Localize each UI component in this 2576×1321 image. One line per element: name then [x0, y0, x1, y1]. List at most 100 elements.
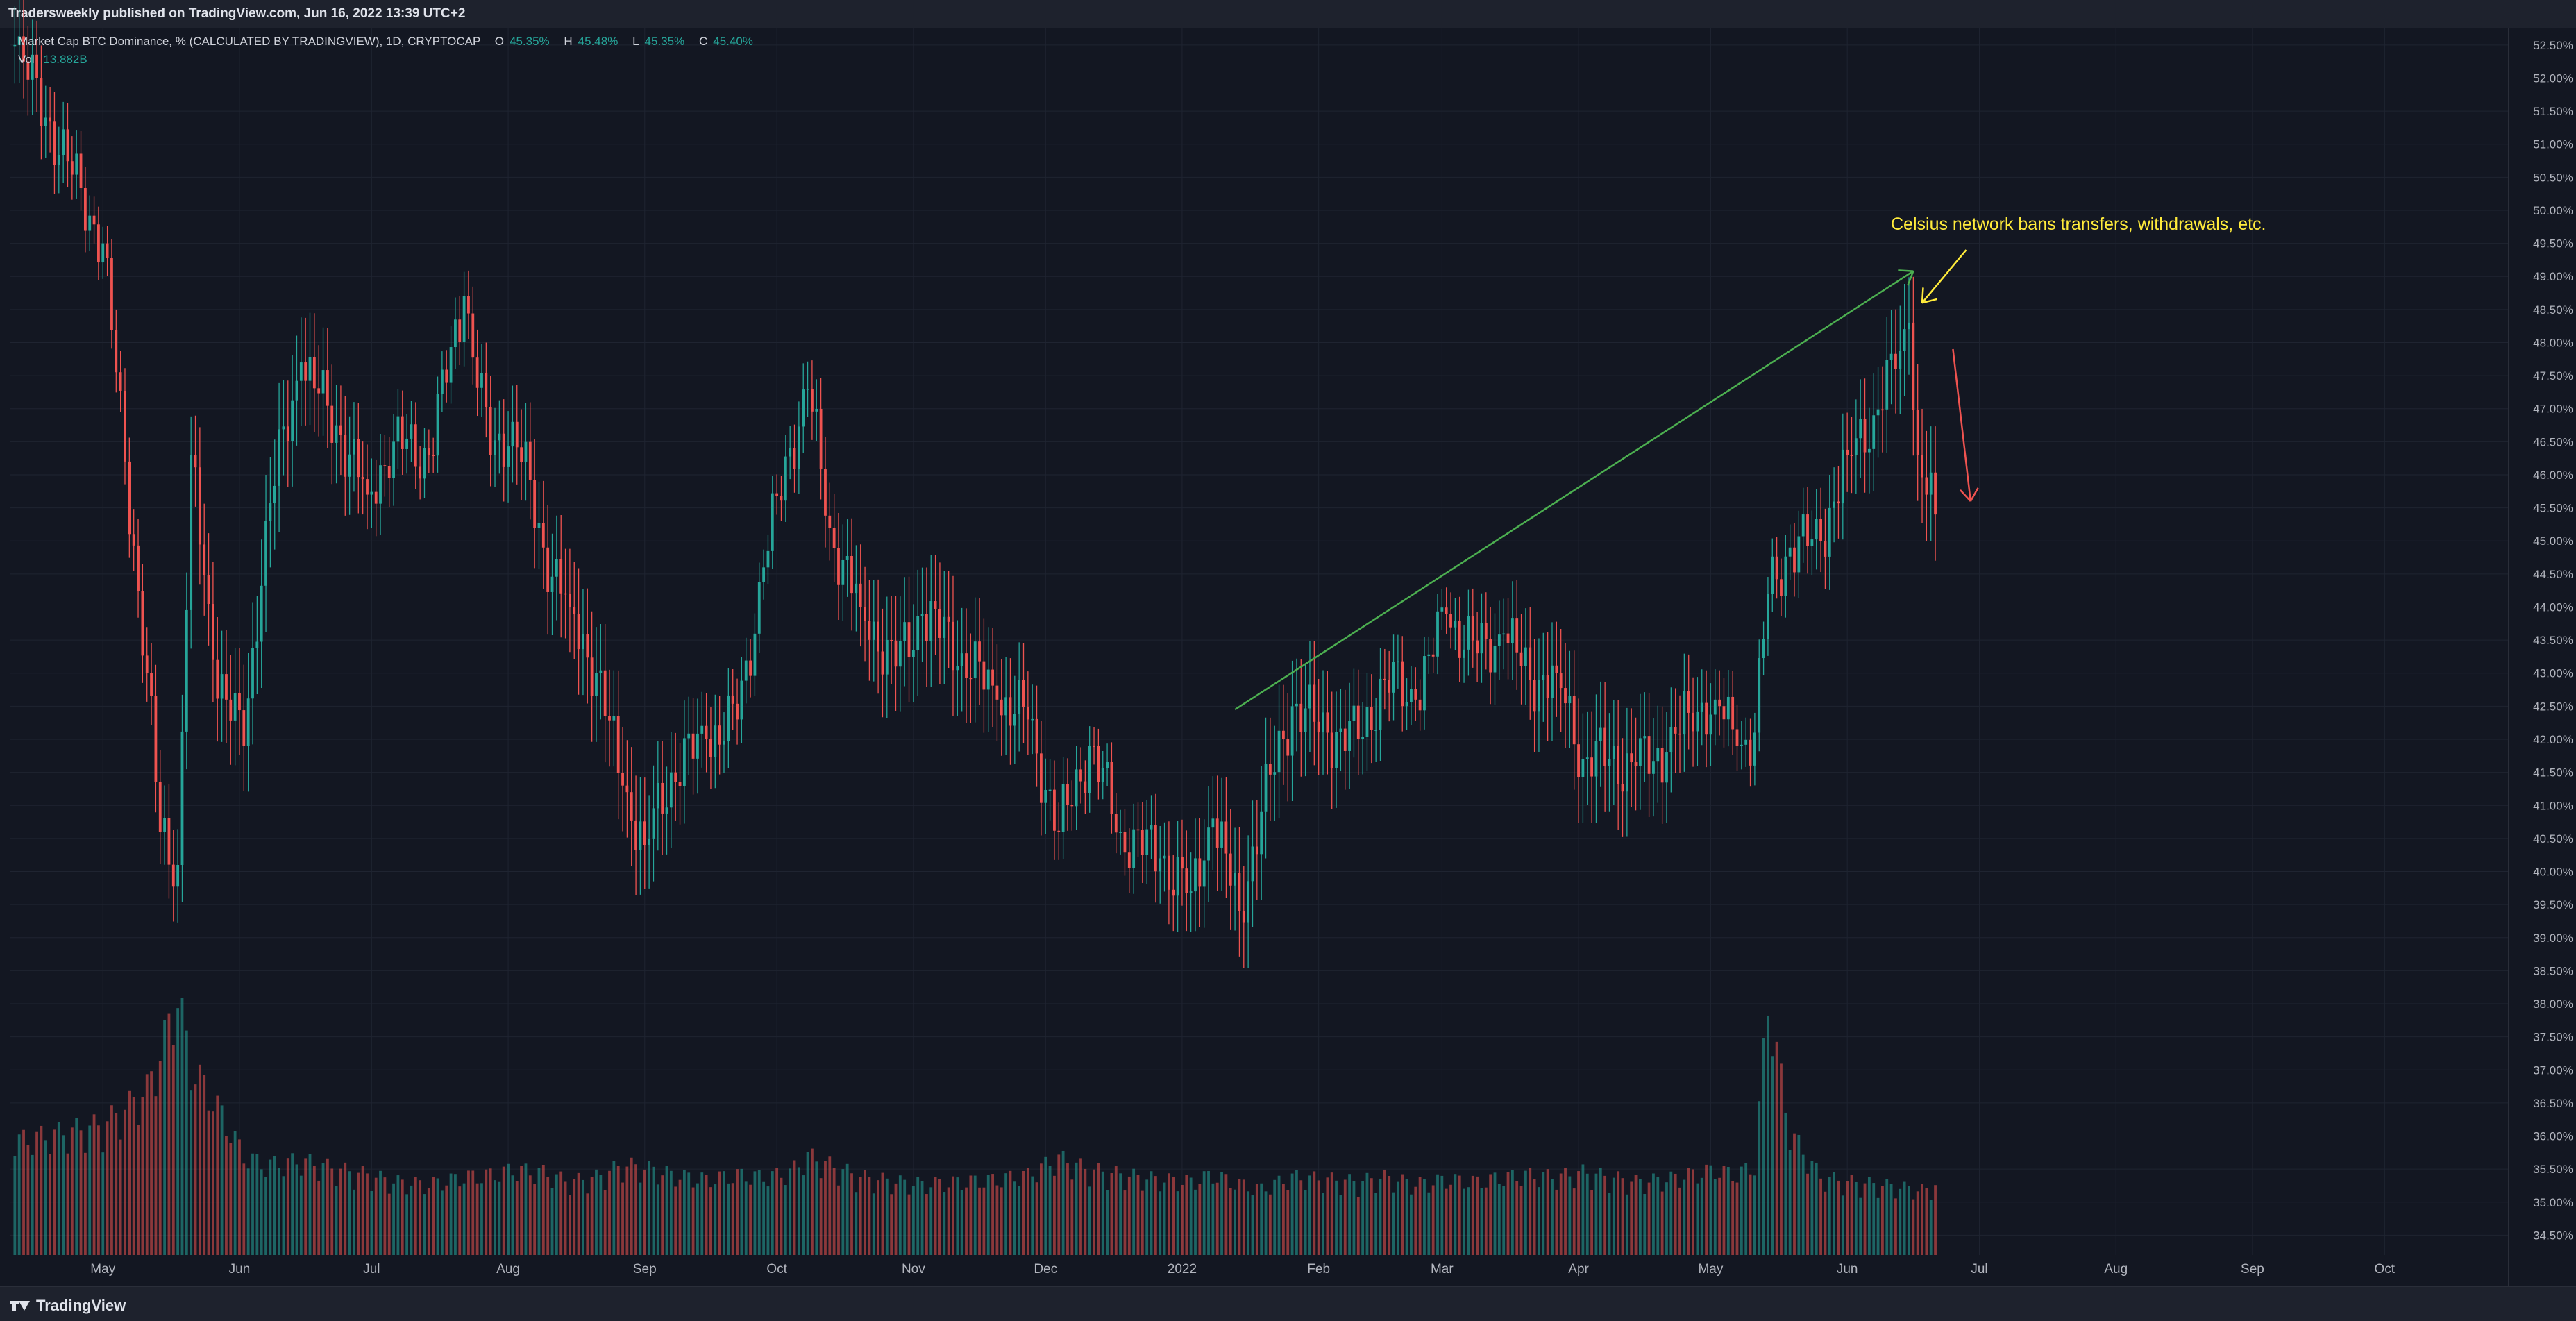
volume-bar — [1599, 1168, 1602, 1255]
volume-bar — [938, 1179, 941, 1255]
volume-bar — [986, 1175, 990, 1255]
volume-bar — [616, 1166, 620, 1255]
volume-bar — [1057, 1154, 1061, 1255]
volume-bar — [124, 1109, 126, 1255]
candle-body — [714, 725, 717, 757]
candle-body — [599, 670, 603, 673]
volume-bar — [1722, 1166, 1726, 1255]
candle-body — [1295, 703, 1298, 707]
candle-body — [1207, 827, 1210, 861]
volume-bar — [1414, 1186, 1417, 1255]
candle-body — [264, 521, 267, 586]
candle-body — [269, 503, 272, 521]
volume-bar — [648, 1161, 651, 1255]
volume-bar — [1335, 1180, 1338, 1255]
volume-bar — [1238, 1179, 1241, 1255]
volume-bar — [731, 1183, 734, 1255]
candle-body — [251, 648, 254, 699]
volume-bar — [1497, 1184, 1501, 1255]
candle-body — [185, 609, 188, 732]
volume-bar — [1815, 1162, 1818, 1255]
volume-bar — [1127, 1176, 1131, 1255]
volume-bar — [1181, 1184, 1184, 1255]
celsius-annotation[interactable]: Celsius network bans transfers, withdraw… — [1891, 214, 2266, 234]
volume-bar — [1819, 1178, 1822, 1255]
candle-body — [824, 469, 827, 516]
candle-body — [53, 121, 56, 165]
volume-bar — [1106, 1190, 1109, 1255]
candle-body — [1709, 714, 1712, 735]
volume-bar — [1198, 1184, 1202, 1255]
candle-body — [784, 456, 787, 501]
candle-body — [132, 534, 135, 546]
candle-body — [326, 370, 329, 406]
y-tick-label: 39.50% — [2533, 898, 2573, 911]
volume-bar — [577, 1172, 580, 1255]
volume-bar — [1348, 1174, 1351, 1255]
volume-bar — [802, 1175, 805, 1255]
candle-body — [590, 657, 594, 696]
volume-bar — [815, 1161, 818, 1255]
candle-body — [894, 640, 898, 667]
candle-body — [1775, 556, 1778, 580]
x-tick-label: Aug — [2104, 1262, 2128, 1277]
volume-bar — [1493, 1172, 1497, 1255]
volume-bar — [238, 1139, 241, 1255]
volume-bar — [1114, 1166, 1118, 1255]
volume-bar — [40, 1125, 43, 1255]
candle-body — [485, 372, 488, 407]
volume-bar — [925, 1194, 928, 1255]
candle-body — [815, 408, 818, 412]
candle-body — [1718, 699, 1721, 707]
tradingview-brand[interactable]: TradingView — [10, 1297, 126, 1315]
candle-body — [559, 559, 563, 594]
volume-bar — [1824, 1191, 1827, 1255]
volume-bar — [321, 1163, 325, 1255]
candle-body — [1396, 661, 1399, 663]
volume-bar — [494, 1180, 496, 1255]
volume-bar — [1590, 1190, 1594, 1255]
volume-bar — [520, 1166, 523, 1255]
candle-body — [723, 741, 725, 745]
volume-bar — [317, 1180, 321, 1255]
candle-body — [1022, 680, 1025, 707]
volume-bar — [1022, 1170, 1025, 1255]
candle-body — [1533, 680, 1536, 712]
candle-body — [960, 653, 963, 666]
y-tick-label: 43.00% — [2533, 667, 2573, 680]
volume-bar — [1806, 1173, 1809, 1255]
volume-bar — [44, 1140, 47, 1255]
candle-body — [480, 372, 483, 388]
volume-bar — [1463, 1188, 1465, 1255]
candle-body — [1352, 705, 1356, 721]
candle-body — [1643, 736, 1647, 739]
volume-bar — [1061, 1150, 1065, 1255]
y-tick-label: 46.00% — [2533, 469, 2573, 482]
candle-body — [1251, 846, 1254, 882]
candle-body — [691, 733, 695, 759]
candle-body — [498, 433, 501, 441]
volume-bar — [1506, 1172, 1510, 1255]
volume-bar — [630, 1157, 633, 1255]
volume-bar — [1286, 1190, 1290, 1255]
y-tick-label: 48.50% — [2533, 303, 2573, 317]
volume-bar — [62, 1135, 65, 1255]
candle-body — [238, 693, 241, 711]
volume-bar — [1753, 1175, 1756, 1255]
y-tick-label: 44.50% — [2533, 568, 2573, 581]
candle-body — [696, 733, 699, 759]
volume-bar — [550, 1188, 554, 1255]
volume-bar — [1273, 1179, 1277, 1255]
candle-body — [1908, 322, 1910, 330]
volume-bar — [1317, 1180, 1320, 1255]
candle-body — [1339, 728, 1342, 732]
candle-body — [881, 651, 884, 675]
candle-body — [436, 394, 439, 456]
candle-body — [762, 567, 766, 582]
candle-body — [203, 544, 206, 575]
candle-body — [1268, 764, 1272, 775]
candle-body — [1912, 322, 1915, 410]
volume-bar — [83, 1152, 87, 1255]
volume-bar — [260, 1169, 263, 1255]
